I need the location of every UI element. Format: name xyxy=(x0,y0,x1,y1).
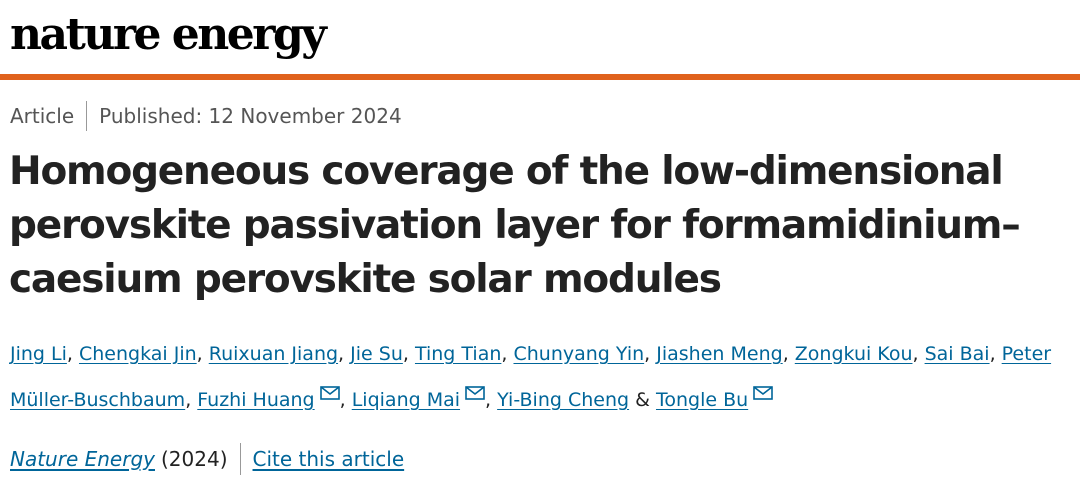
journal-logo[interactable]: nature energy xyxy=(10,9,327,60)
email-icon[interactable] xyxy=(753,386,773,400)
author-item: Chengkai Jin, xyxy=(79,343,203,365)
author-item: Peter Müller-Buschbaum, xyxy=(10,343,1051,411)
author-link[interactable]: Tongle Bu xyxy=(655,389,749,411)
author-separator: , xyxy=(402,343,409,365)
publication-year: (2024) xyxy=(161,447,228,471)
author-separator: , xyxy=(66,343,73,365)
author-separator: , xyxy=(782,343,789,365)
author-item: Jiashen Meng, xyxy=(656,343,788,365)
author-item: Fuzhi Huang, xyxy=(197,386,346,411)
email-icon[interactable] xyxy=(465,386,485,400)
meta-divider xyxy=(86,101,88,131)
site-header: nature energy xyxy=(0,0,1080,74)
author-link[interactable]: Ruixuan Jiang xyxy=(208,343,339,365)
journal-name: Nature Energy xyxy=(10,443,155,475)
author-separator: , xyxy=(501,343,508,365)
email-icon[interactable] xyxy=(319,386,340,400)
citation-divider xyxy=(239,443,241,475)
author-item: Tongle Bu xyxy=(655,386,773,411)
author-item: Jing Li, xyxy=(10,343,73,365)
author-separator: , xyxy=(989,343,996,365)
author-link[interactable]: Fuzhi Huang xyxy=(197,389,315,411)
author-list: Jing Li, Chengkai Jin, Ruixuan Jiang, Ji… xyxy=(10,331,1075,423)
author-item: Sai Bai, xyxy=(925,343,996,365)
article-title: Homogeneous coverage of the low-dimensio… xyxy=(9,149,1021,302)
author-link[interactable]: Chengkai Jin xyxy=(78,343,197,365)
author-item: Yi-Bing Cheng & xyxy=(497,389,650,411)
author-separator: , xyxy=(485,389,492,411)
author-item: Ruixuan Jiang, xyxy=(209,343,344,365)
author-link[interactable]: Zongkui Kou xyxy=(794,343,913,365)
author-item: Liqiang Mai, xyxy=(351,386,492,411)
author-item: Chunyang Yin, xyxy=(513,343,650,365)
citation-line: Nature Energy (2024) Cite this article xyxy=(10,443,404,475)
author-item: Jie Su, xyxy=(350,343,409,365)
author-separator: , xyxy=(338,343,345,365)
author-link[interactable]: Ting Tian xyxy=(414,343,502,365)
author-item: Ting Tian, xyxy=(415,343,507,365)
article-type: Article xyxy=(10,104,75,128)
author-link[interactable]: Chunyang Yin xyxy=(513,343,645,365)
author-link[interactable]: Jiashen Meng xyxy=(656,343,783,365)
cite-this-article-link[interactable]: Cite this article xyxy=(252,447,405,471)
header-accent-rule xyxy=(0,74,1080,80)
author-separator: , xyxy=(912,343,919,365)
author-link[interactable]: Peter Müller-Buschbaum xyxy=(10,343,1052,411)
author-link[interactable]: Liqiang Mai xyxy=(351,389,461,411)
author-link[interactable]: Jing Li xyxy=(10,343,67,365)
author-separator: , xyxy=(644,343,651,365)
journal-link[interactable]: Nature Energy xyxy=(10,447,155,471)
author-link[interactable]: Yi-Bing Cheng xyxy=(497,389,630,411)
author-item: Zongkui Kou, xyxy=(795,343,919,365)
author-link[interactable]: Sai Bai xyxy=(924,343,990,365)
author-separator: & xyxy=(629,389,650,411)
article-meta: Article Published: 12 November 2024 xyxy=(10,101,402,131)
author-separator: , xyxy=(185,389,192,411)
published-date: Published: 12 November 2024 xyxy=(99,104,402,128)
author-separator: , xyxy=(339,389,346,411)
author-link[interactable]: Jie Su xyxy=(350,343,403,365)
author-separator: , xyxy=(196,343,203,365)
